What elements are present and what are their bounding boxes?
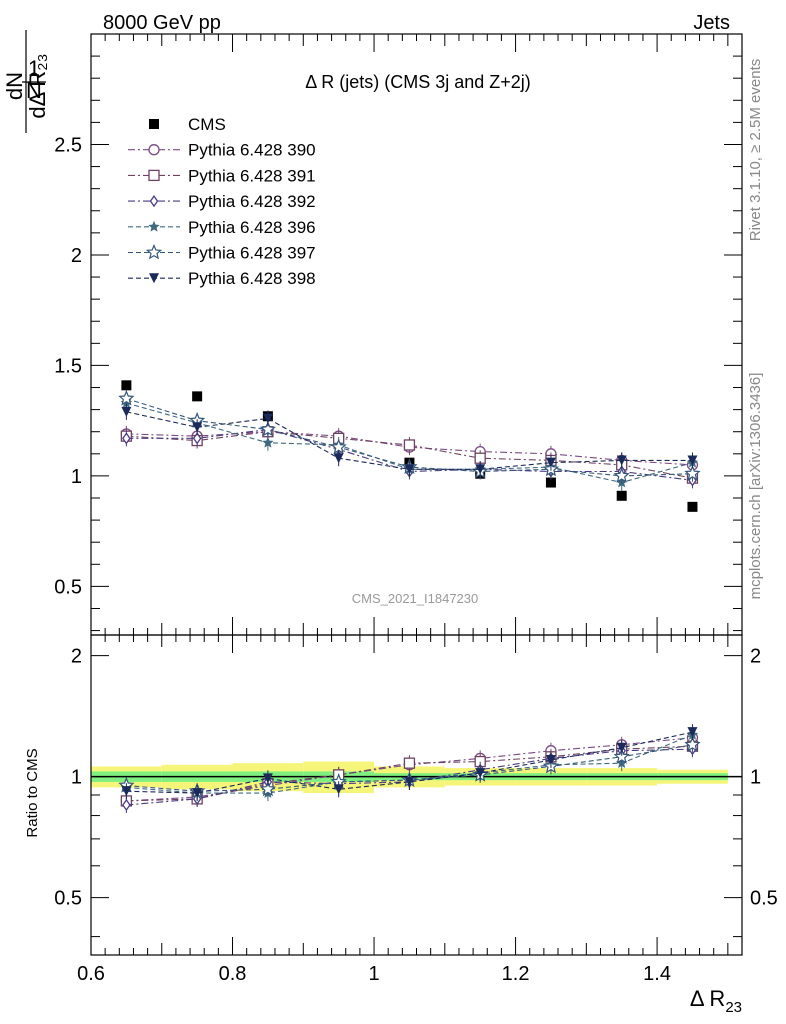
main-data-point <box>545 477 556 488</box>
main-data-point <box>259 420 277 437</box>
legend-marker <box>149 119 159 129</box>
ratio-data-point <box>192 788 203 799</box>
ratio-data-point <box>404 776 415 787</box>
main-series-line-1 <box>126 431 693 466</box>
process-label: Jets <box>693 12 730 34</box>
y-tick-label: 1.5 <box>54 355 82 377</box>
main-plot-area: 0.5 1 1.5 2 2.5 <box>54 33 743 636</box>
ratio-y-tick-label: 0.5 <box>54 888 82 910</box>
legend-label: Pythia 6.428 392 <box>188 192 316 211</box>
main-data-point <box>192 432 202 445</box>
main-data-point <box>192 422 203 433</box>
ratio-data-point <box>262 773 273 784</box>
main-data-point <box>262 413 273 424</box>
main-data-point <box>403 439 416 451</box>
ylabel-ddr: dΔ R₂₃ <box>25 53 50 118</box>
ylabel-dn: dN <box>2 72 27 100</box>
main-data-point <box>404 464 415 475</box>
y-tick-label: 2.5 <box>54 134 82 156</box>
legend-marker <box>149 273 159 284</box>
rivet-version-label: Rivet 3.1.10, ≥ 2.5M events <box>747 59 764 242</box>
main-data-point <box>684 465 701 481</box>
legend-label: Pythia 6.428 398 <box>188 269 316 288</box>
ratio-data-point <box>333 784 344 795</box>
legend-label: CMS <box>188 115 226 134</box>
collision-label: 8000 GeV pp <box>103 12 221 34</box>
ratio-data-point <box>684 736 701 752</box>
legend-label: Pythia 6.428 390 <box>188 141 316 160</box>
ratio-data-point <box>403 757 416 769</box>
main-data-point <box>262 436 274 448</box>
ratio-y-axis-label: Ratio to CMS <box>24 748 41 837</box>
main-data-point <box>192 391 203 402</box>
ratio-frame-border <box>90 634 743 956</box>
chart-title: Δ R (jets) (CMS 3j and Z+2j) <box>305 72 531 92</box>
main-data-point <box>613 467 630 483</box>
main-data-point <box>545 457 556 468</box>
ratio-plot-area: 0.6 0.8 1 1.2 1.4 0.5 0.5 1 1 2 2 <box>54 634 778 985</box>
ratio-data-point <box>259 780 277 797</box>
main-y-axis-label: 1 N dN dΔ R₂₃ <box>2 30 50 133</box>
ratio-data-point <box>475 768 486 779</box>
ylabel-n: N <box>26 78 42 103</box>
ratio-y-tick-label-right: 0.5 <box>750 888 778 910</box>
x-tick-label: 0.8 <box>219 963 247 985</box>
ratio-data-point <box>545 754 556 765</box>
ratio-series-line-5 <box>126 731 693 794</box>
x-tick-label: 0.6 <box>77 963 105 985</box>
y-tick-label: 1 <box>71 466 82 488</box>
ratio-data-point <box>122 798 131 812</box>
legend: CMS Pythia 6.428 390 Pythia 6.428 391 Pythi… <box>128 115 316 288</box>
ratio-y-tick-label-right: 1 <box>750 767 761 789</box>
legend-label: Pythia 6.428 397 <box>188 244 316 263</box>
legend-label: Pythia 6.428 396 <box>188 218 316 237</box>
main-data-point <box>122 432 131 445</box>
main-data-point <box>121 406 132 417</box>
ratio-data-point <box>613 748 630 764</box>
main-data-point <box>687 501 698 512</box>
main-data-point <box>616 490 627 501</box>
ratio-data-point <box>687 727 698 738</box>
x-tick-label: 1.2 <box>502 963 530 985</box>
main-data-point <box>475 464 486 475</box>
legend-marker <box>145 243 163 260</box>
x-axis-label: Δ R23 <box>690 986 742 1016</box>
main-data-point <box>616 455 627 466</box>
main-data-point <box>333 453 344 464</box>
ylabel-one: 1 <box>28 56 40 81</box>
ratio-y-tick-label: 2 <box>71 646 82 668</box>
main-data-point <box>121 380 132 391</box>
ratio-y-tick-label-right: 2 <box>750 646 761 668</box>
y-tick-label: 0.5 <box>54 576 82 598</box>
ratio-data-point <box>616 742 627 753</box>
mcplots-credit-label: mcplots.cern.ch [arXiv:1306.3436] <box>747 373 764 600</box>
legend-marker <box>148 220 160 232</box>
x-tick-label: 1.4 <box>643 963 671 985</box>
legend-marker <box>148 169 160 182</box>
y-tick-label: 2 <box>71 245 82 267</box>
ratio-data-point <box>121 786 132 797</box>
ratio-y-tick-label: 1 <box>71 767 82 789</box>
main-data-point <box>118 390 135 406</box>
legend-marker <box>149 194 159 208</box>
analysis-watermark: CMS_2021_I1847230 <box>352 591 479 606</box>
main-series-line-2 <box>126 431 693 479</box>
x-tick-label: 1 <box>368 963 379 985</box>
main-data-point <box>687 455 698 466</box>
legend-marker <box>148 144 160 156</box>
legend-label: Pythia 6.428 391 <box>188 166 316 185</box>
